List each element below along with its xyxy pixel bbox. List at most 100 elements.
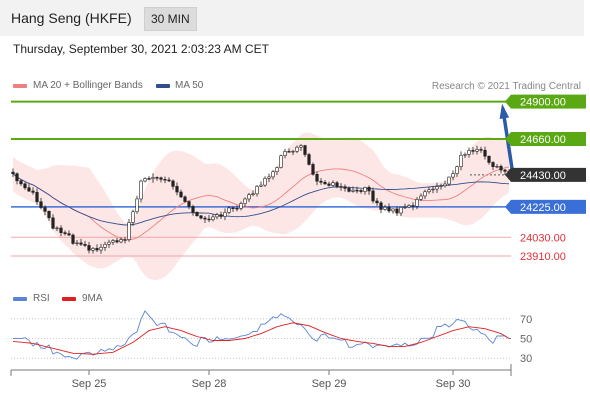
candle — [499, 164, 503, 174]
candle-body — [443, 183, 447, 187]
candle — [495, 164, 499, 169]
candle-body — [131, 211, 135, 223]
candle — [243, 197, 247, 208]
candle — [339, 183, 343, 191]
candle — [223, 208, 227, 221]
candle-body — [499, 165, 503, 171]
candle — [375, 197, 379, 206]
candle — [307, 152, 311, 166]
candle-body — [383, 206, 387, 210]
candle-body — [347, 188, 351, 192]
candle-body — [463, 154, 467, 156]
candle-body — [231, 207, 235, 210]
candle-body — [259, 184, 263, 187]
candle-body — [339, 186, 343, 188]
candle — [423, 189, 427, 200]
candle-body — [31, 190, 35, 193]
candle — [263, 176, 267, 187]
candle — [99, 243, 103, 254]
candle-body — [379, 202, 383, 210]
candle — [159, 176, 163, 183]
candle-body — [151, 177, 155, 180]
candle — [195, 211, 199, 217]
candle-body — [75, 242, 79, 245]
candle-body — [327, 183, 331, 186]
candle-body — [183, 196, 187, 202]
candle-body — [275, 167, 279, 173]
candle-body — [207, 218, 211, 221]
candle — [443, 180, 447, 188]
candle — [419, 193, 423, 202]
candle — [27, 184, 31, 193]
candle — [355, 186, 359, 194]
candle — [491, 161, 495, 171]
candle — [135, 195, 139, 214]
chart-header: Hang Seng (HKFE) 30 MIN — [0, 0, 584, 36]
candle — [395, 206, 399, 217]
candle — [227, 205, 231, 215]
candle — [303, 144, 307, 158]
candle — [131, 209, 135, 226]
instrument-title: Hang Seng (HKFE) — [11, 10, 132, 26]
candle-body — [83, 243, 87, 246]
candle-body — [195, 212, 199, 217]
candle-body — [267, 176, 271, 179]
candle — [255, 184, 259, 197]
interval-button[interactable]: 30 MIN — [144, 7, 197, 31]
candle — [155, 176, 159, 181]
candle — [151, 173, 155, 183]
candle — [79, 238, 83, 246]
candle-body — [175, 186, 179, 193]
rsi-legend-label: RSI — [33, 293, 50, 304]
candle — [503, 168, 507, 176]
candle-body — [447, 176, 451, 185]
candle-body — [411, 205, 415, 207]
candle-body — [187, 201, 191, 207]
candle-body — [51, 217, 55, 229]
candle-body — [311, 164, 315, 175]
candle — [447, 176, 451, 187]
candle — [319, 178, 323, 185]
rsi-ma-line — [12, 322, 510, 355]
candle-body — [103, 243, 107, 248]
candle — [367, 185, 371, 195]
candle-body — [239, 203, 243, 209]
candle-body — [247, 194, 251, 200]
candle — [411, 202, 415, 211]
candle-body — [355, 189, 359, 192]
candle-body — [323, 181, 327, 185]
candle-body — [351, 189, 355, 192]
candle — [163, 176, 167, 184]
candle-body — [127, 222, 131, 240]
candle — [203, 215, 207, 224]
candle — [11, 168, 15, 178]
candle — [415, 197, 419, 210]
candle — [299, 144, 303, 152]
copyright-text: Research © 2021 Trading Central — [431, 81, 581, 92]
candle-body — [359, 190, 363, 192]
candle — [271, 170, 275, 180]
candle — [119, 237, 123, 244]
candle-body — [491, 162, 495, 167]
candle — [175, 182, 179, 196]
rsi-tick-label: 70 — [520, 314, 532, 326]
candle-body — [299, 145, 303, 148]
candle-body — [363, 187, 367, 192]
level-label-5: 23910.00 — [520, 251, 566, 263]
candle-body — [479, 149, 483, 151]
level-lines — [11, 100, 511, 257]
candle — [399, 206, 403, 217]
candle — [251, 190, 255, 197]
candles — [11, 144, 511, 254]
candle-body — [23, 183, 27, 189]
candle — [455, 165, 459, 177]
candle-body — [371, 190, 375, 202]
candle — [235, 205, 239, 212]
candle-body — [155, 177, 159, 179]
candle — [467, 147, 471, 158]
candle-body — [67, 233, 71, 236]
candle-body — [331, 182, 335, 186]
time-tick-label: Sep 30 — [436, 378, 471, 390]
level-label-0: 24900.00 — [520, 97, 566, 109]
